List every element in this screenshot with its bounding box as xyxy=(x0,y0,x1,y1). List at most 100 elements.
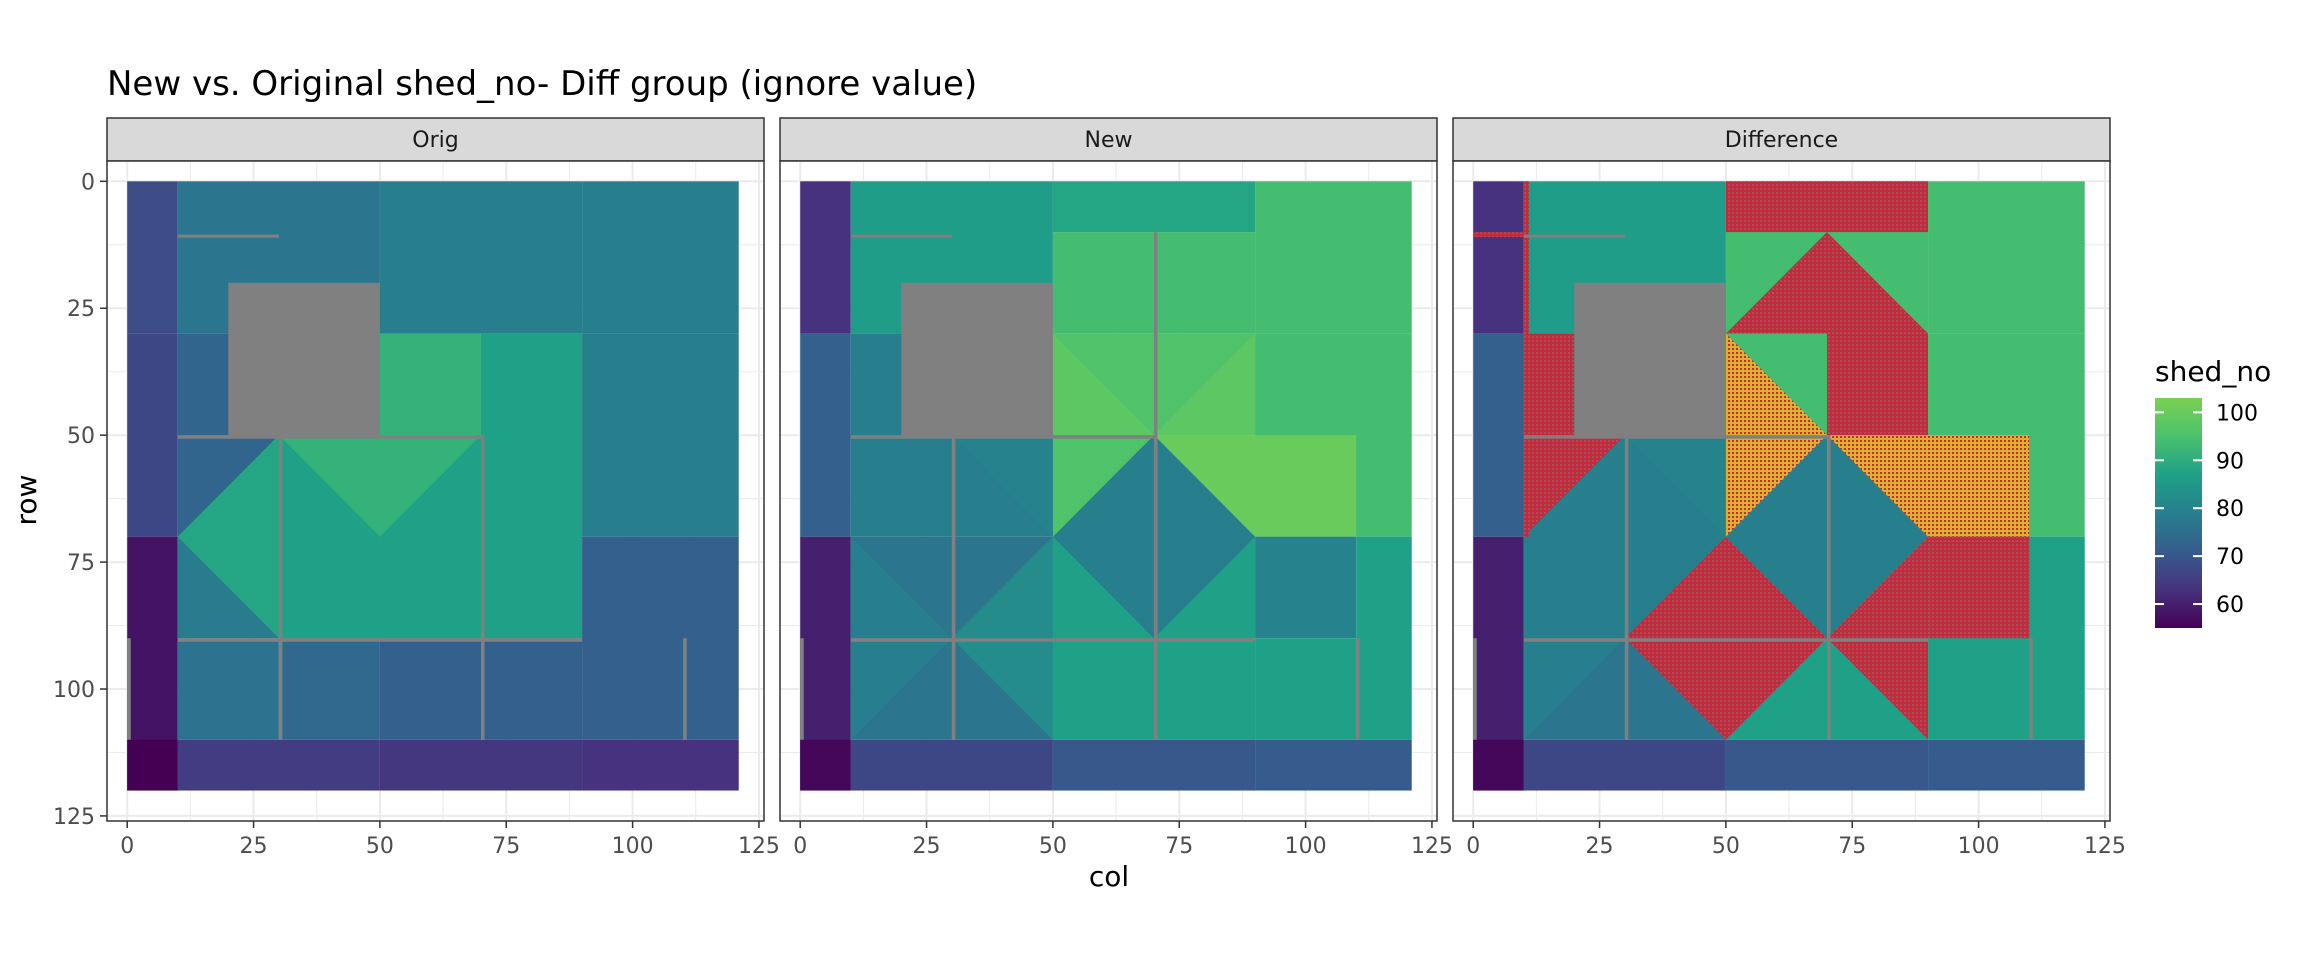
x-tick-label: 100 xyxy=(1285,834,1327,859)
heatmap-tile xyxy=(379,333,481,436)
na-cell xyxy=(177,638,583,642)
na-cell xyxy=(480,435,485,740)
heatmap-tile xyxy=(582,181,739,334)
heatmap-tile xyxy=(1255,638,1357,740)
na-cell xyxy=(1356,638,1360,740)
y-tick-label: 25 xyxy=(67,297,95,322)
na-cell xyxy=(1153,232,1158,740)
x-tick-label: 125 xyxy=(738,834,780,859)
heatmap-region xyxy=(1624,435,1726,537)
heatmap-tile xyxy=(800,739,851,791)
heatmap-tile xyxy=(127,181,178,334)
facet-strip xyxy=(106,117,765,162)
na-cell xyxy=(177,435,481,439)
heatmap-tile xyxy=(379,739,583,791)
facet-strip xyxy=(779,117,1438,162)
x-tick-label: 125 xyxy=(2084,834,2126,859)
heatmap-tile xyxy=(582,536,739,740)
heatmap-tile xyxy=(1255,739,1412,791)
legend-tick-label: 90 xyxy=(2216,449,2244,474)
na-cell xyxy=(1574,282,1726,436)
y-tick-label: 50 xyxy=(67,424,95,449)
difference-region xyxy=(1725,435,2030,537)
x-tick-label: 75 xyxy=(1838,834,1866,859)
y-axis-label: row xyxy=(10,475,43,526)
na-cell xyxy=(1523,638,1929,642)
x-tick-label: 0 xyxy=(793,834,807,859)
heatmap-tile xyxy=(582,333,739,537)
heatmap-tile xyxy=(127,333,178,537)
x-tick-label: 25 xyxy=(1586,834,1614,859)
heatmap-tile xyxy=(1523,739,1726,791)
y-tick-label: 75 xyxy=(67,551,95,576)
colorbar xyxy=(2155,398,2202,628)
difference-region xyxy=(1928,536,2030,639)
y-tick-label: 0 xyxy=(81,170,95,195)
heatmap-region xyxy=(278,435,481,537)
heatmap-tile xyxy=(1473,181,1524,334)
facet-strip-label: New xyxy=(1085,128,1133,153)
y-tick-label: 100 xyxy=(53,678,95,703)
x-tick-label: 75 xyxy=(492,834,520,859)
heatmap-tile xyxy=(278,638,380,740)
na-cell xyxy=(228,282,380,436)
heatmap-region xyxy=(177,435,279,639)
heatmap-region xyxy=(1052,333,1154,436)
legend-title: shed_no xyxy=(2155,355,2271,388)
legend-tick-label: 60 xyxy=(2216,593,2244,618)
difference-region xyxy=(1725,232,1929,334)
x-tick-label: 25 xyxy=(913,834,941,859)
facet-panel-new: New 0 25 50 75 100 125 xyxy=(779,117,1453,859)
legend-tick-label: 80 xyxy=(2216,497,2244,522)
panel-border xyxy=(779,160,1438,822)
na-cell xyxy=(850,638,1256,642)
x-tick-label: 50 xyxy=(1039,834,1067,859)
legend-tick-label: 100 xyxy=(2216,401,2258,426)
x-tick-label: 125 xyxy=(1411,834,1453,859)
difference-region xyxy=(1725,181,1929,233)
na-cell xyxy=(683,638,687,740)
heatmap-tile xyxy=(1052,181,1256,233)
heatmap-tile xyxy=(850,739,1053,791)
legend-tick-label: 70 xyxy=(2216,545,2244,570)
x-tick-label: 50 xyxy=(1712,834,1740,859)
heatmap-tile xyxy=(800,181,851,334)
y-tick-label: 125 xyxy=(53,805,95,830)
facet-panel-orig: Orig 0 25 50 75 100 125 0 25 50 75 100 125 xyxy=(53,117,780,859)
heatmap-tile xyxy=(1356,536,1412,740)
na-cell xyxy=(1523,234,1625,238)
x-tick-label: 75 xyxy=(1165,834,1193,859)
heatmap-tile xyxy=(1255,181,1412,334)
heatmap-tile xyxy=(379,181,583,334)
facet-panel-difference: Difference 0 25 50 75 100 125 xyxy=(1452,117,2126,859)
difference-region xyxy=(1826,333,1929,436)
heatmap-tile xyxy=(1052,739,1256,791)
facet-panels: Orig 0 25 50 75 100 125 0 25 50 75 100 125 New 0 25 50 75… xyxy=(53,117,2126,859)
na-cell xyxy=(2029,638,2033,740)
x-tick-label: 0 xyxy=(1466,834,1480,859)
na-cell xyxy=(1473,638,1477,740)
chart-title: New vs. Original shed_no- Diff group (ig… xyxy=(107,64,977,104)
heatmap-tile xyxy=(1725,739,1929,791)
na-cell xyxy=(850,435,1154,439)
na-cell xyxy=(177,234,279,238)
na-cell xyxy=(1624,435,1629,740)
heatmap-tile xyxy=(177,739,380,791)
heatmap-tile xyxy=(127,739,178,791)
difference-region xyxy=(1725,333,1827,436)
heatmap-region xyxy=(1153,333,1256,436)
heatmap-tile xyxy=(480,333,583,639)
heatmap-tile xyxy=(177,638,279,740)
heatmap-tile xyxy=(800,333,851,537)
heatmap-region xyxy=(379,435,481,639)
difference-region xyxy=(1473,232,1524,238)
na-cell xyxy=(127,638,131,740)
x-tick-label: 25 xyxy=(240,834,268,859)
heatmap-region xyxy=(951,435,1053,537)
facet-strip-label: Orig xyxy=(412,128,458,153)
na-cell xyxy=(1523,435,1827,439)
x-tick-label: 0 xyxy=(120,834,134,859)
difference-region xyxy=(1523,181,1529,537)
na-cell xyxy=(1826,435,1831,740)
